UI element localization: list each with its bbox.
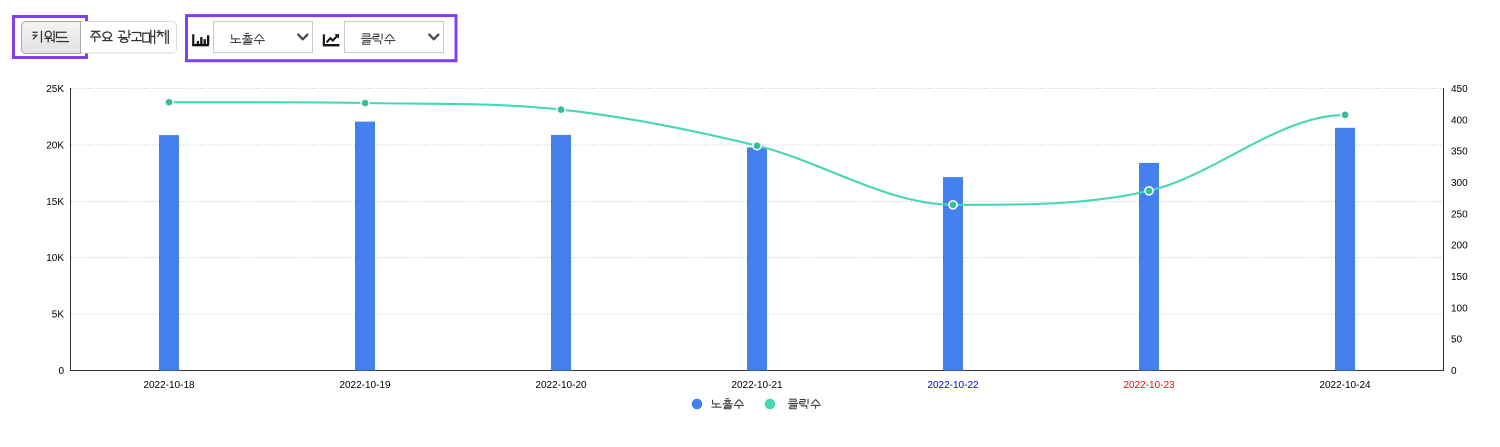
svg-text:2022-10-22: 2022-10-22 <box>927 380 979 391</box>
svg-text:250: 250 <box>1451 209 1468 220</box>
svg-text:2022-10-19: 2022-10-19 <box>339 380 391 391</box>
svg-text:0: 0 <box>58 366 64 377</box>
svg-text:400: 400 <box>1451 115 1468 126</box>
svg-text:100: 100 <box>1451 303 1468 314</box>
svg-text:2022-10-24: 2022-10-24 <box>1319 380 1371 391</box>
svg-text:15K: 15K <box>46 197 64 208</box>
svg-text:2022-10-20: 2022-10-20 <box>535 380 587 391</box>
svg-text:450: 450 <box>1451 84 1468 95</box>
svg-text:2022-10-18: 2022-10-18 <box>143 380 195 391</box>
svg-text:200: 200 <box>1451 241 1468 252</box>
svg-text:10K: 10K <box>46 253 64 264</box>
svg-text:2022-10-21: 2022-10-21 <box>731 380 783 391</box>
svg-text:150: 150 <box>1451 272 1468 283</box>
svg-text:300: 300 <box>1451 178 1468 189</box>
svg-text:2022-10-23: 2022-10-23 <box>1123 380 1175 391</box>
svg-text:350: 350 <box>1451 147 1468 158</box>
svg-text:25K: 25K <box>46 84 64 95</box>
svg-text:5K: 5K <box>52 310 65 321</box>
svg-text:0: 0 <box>1451 366 1457 377</box>
svg-text:20K: 20K <box>46 140 64 151</box>
svg-text:50: 50 <box>1451 335 1463 346</box>
